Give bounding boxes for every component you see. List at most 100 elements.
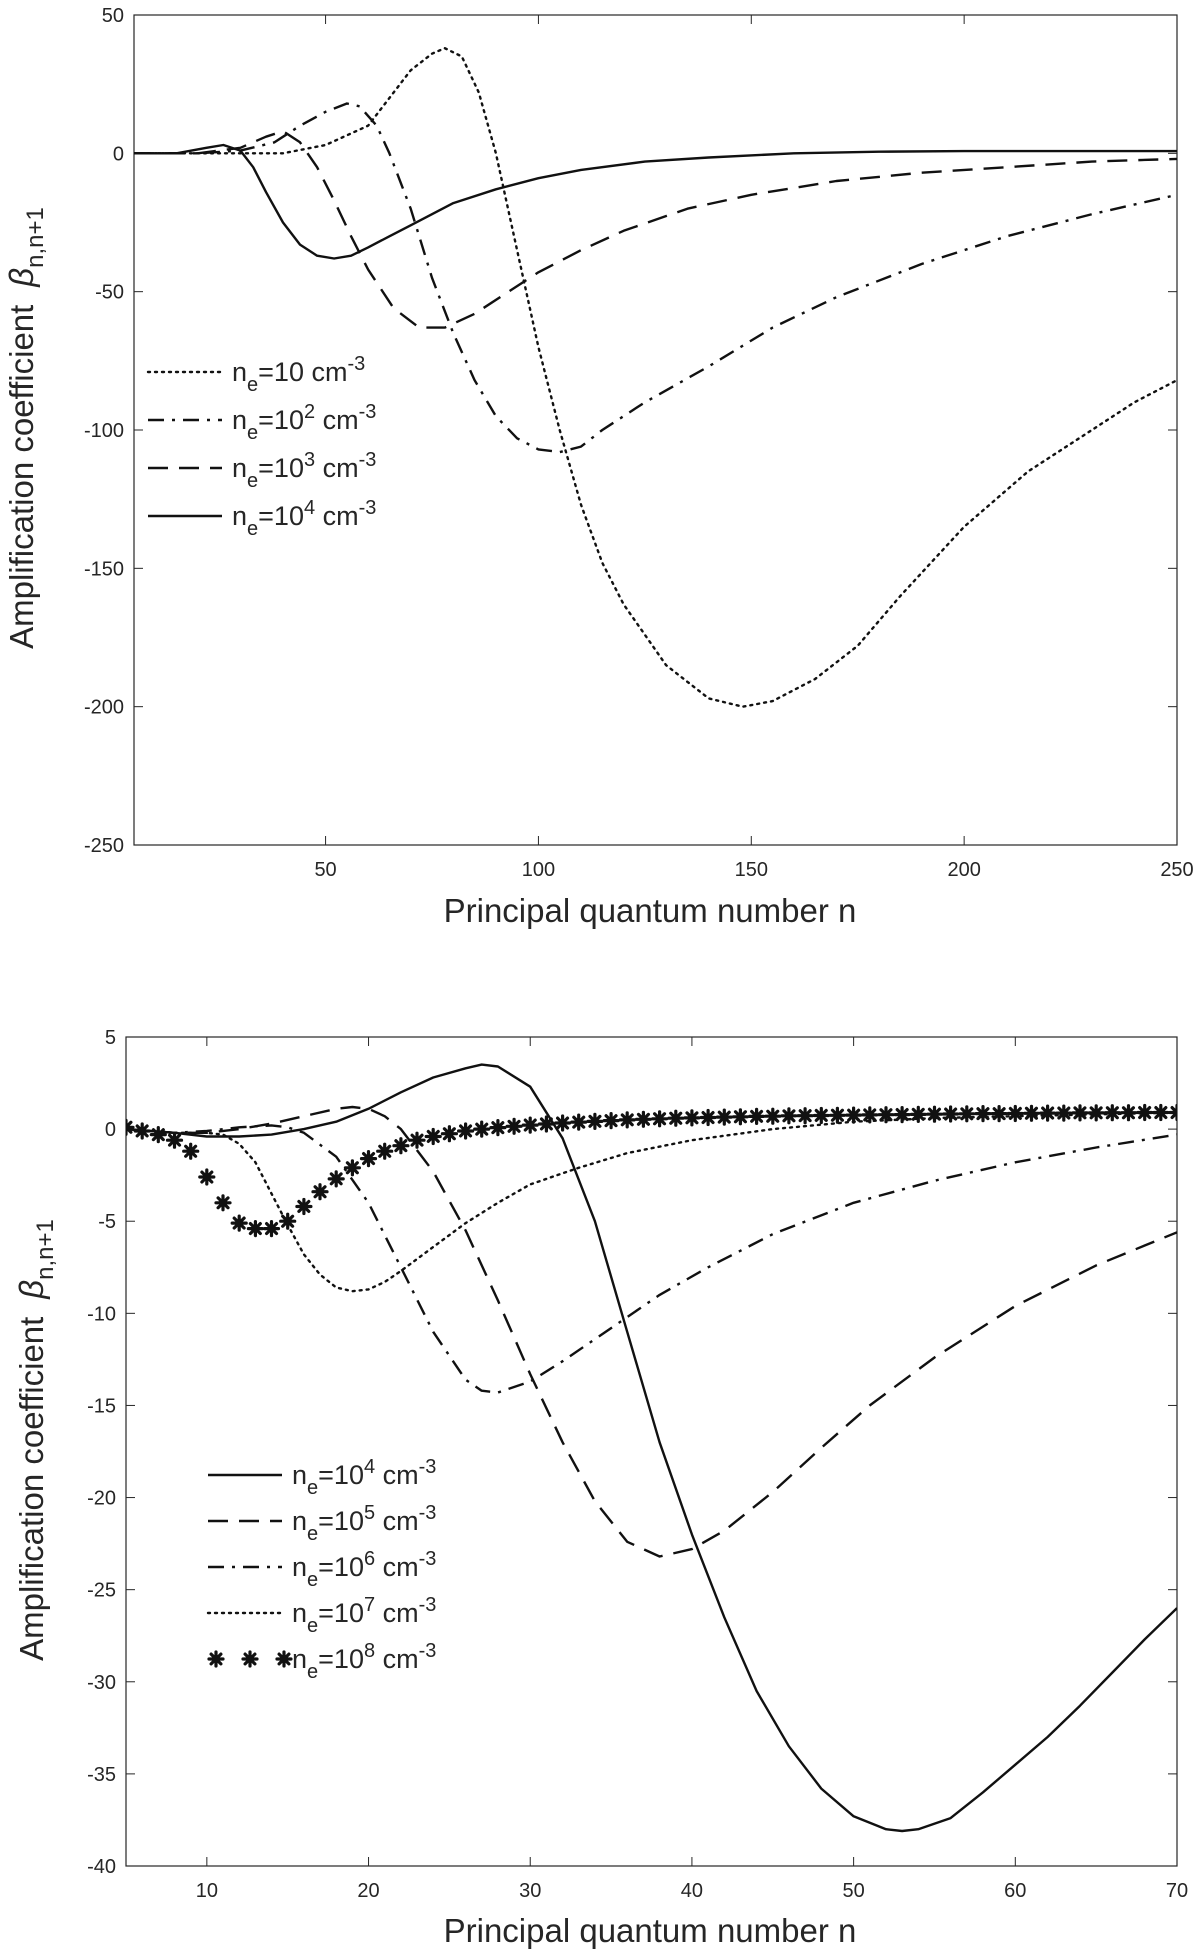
x-tick-label: 70	[1166, 1880, 1188, 1902]
y-axis-title-top: Amplification coefficientβn,n+1	[3, 207, 49, 649]
series-line-solid	[126, 1063, 1177, 1833]
star-marker	[359, 1150, 378, 1168]
star-marker	[990, 1105, 1008, 1123]
star-marker	[974, 1105, 992, 1123]
y-tick-label: -50	[95, 282, 124, 304]
star-marker	[1006, 1104, 1024, 1123]
series-line-dotted	[126, 1111, 1177, 1293]
star-marker	[149, 1126, 167, 1144]
star-marker	[699, 1108, 717, 1127]
legend-label: ne=10 cm-3	[232, 353, 365, 396]
star-marker	[133, 1122, 151, 1140]
x-axis-title-bottom: Principal quantum number n	[444, 1912, 857, 1949]
star-marker	[925, 1105, 944, 1123]
star-marker	[683, 1109, 701, 1127]
star-marker	[473, 1120, 491, 1138]
star-marker	[780, 1107, 798, 1125]
legend-label: ne=104 cm-3	[292, 1456, 436, 1499]
star-marker	[182, 1142, 200, 1160]
star-marker	[1103, 1104, 1121, 1122]
star-marker	[893, 1106, 911, 1124]
star-marker	[246, 1220, 264, 1238]
star-marker	[262, 1220, 281, 1238]
star-marker	[1039, 1104, 1057, 1122]
star-marker	[634, 1110, 652, 1128]
star-marker	[489, 1119, 507, 1137]
star-marker	[1136, 1103, 1154, 1122]
y-tick-label: -10	[87, 1303, 116, 1325]
x-tick-label: 50	[842, 1880, 864, 1902]
star-marker	[537, 1115, 555, 1133]
chart-top: 50 100 150 200 250 50 0 -50 -100 -150 -200 -250 ne=…	[3, 5, 1194, 929]
star-marker	[1152, 1103, 1170, 1122]
star-marker	[521, 1116, 539, 1134]
series-line-dashdot	[126, 1124, 1177, 1394]
star-marker	[667, 1109, 685, 1127]
y-axis-title-bottom: Amplification coefficientβn,n+1	[13, 1219, 59, 1661]
y-tick-label: -20	[87, 1488, 116, 1510]
legend-bottom: ne=104 cm-3ne=105 cm-3ne=106 cm-3ne=107 …	[206, 1456, 436, 1683]
legend-item: ne=107 cm-3	[206, 1594, 436, 1637]
series-line-dashdot	[134, 102, 1177, 454]
legend-top: ne=10 cm-3 ne=102 cm-3 ne=103 cm-3 ne=104 c…	[146, 353, 376, 540]
star-marker	[1168, 1103, 1177, 1122]
star-marker	[424, 1127, 442, 1146]
x-tick-label: 10	[196, 1880, 218, 1902]
star-marker	[279, 1212, 297, 1230]
star-marker	[408, 1131, 426, 1149]
star-marker	[440, 1125, 458, 1143]
legend-label: ne=108 cm-3	[292, 1640, 436, 1683]
series-bottom	[126, 1063, 1177, 1833]
legend-label: ne=107 cm-3	[292, 1594, 436, 1637]
y-tick-label: -150	[84, 558, 124, 580]
star-marker	[602, 1112, 620, 1130]
star-marker	[1087, 1104, 1105, 1122]
series-stars	[126, 1103, 1177, 1238]
star-marker	[165, 1131, 184, 1149]
x-tick-label: 250	[1160, 859, 1193, 881]
star-marker	[764, 1107, 782, 1125]
x-tick-label: 200	[947, 859, 980, 881]
star-marker	[343, 1159, 361, 1177]
y-tick-label: -200	[84, 697, 124, 719]
star-marker	[909, 1105, 927, 1123]
legend-label: ne=105 cm-3	[292, 1502, 436, 1545]
axes-box	[125, 1036, 1178, 1867]
x-tick-label: 30	[519, 1880, 541, 1902]
star-marker	[1055, 1104, 1073, 1122]
legend-item: ne=104 cm-3	[208, 1456, 436, 1499]
star-marker	[1022, 1104, 1041, 1122]
star-marker	[505, 1117, 523, 1135]
star-marker	[1119, 1104, 1138, 1122]
x-tick-label: 150	[735, 859, 768, 881]
star-marker	[214, 1194, 232, 1212]
star-marker	[327, 1170, 345, 1188]
series-line-dashed	[134, 130, 1177, 329]
star-marker	[877, 1106, 895, 1124]
legend-label: ne=102 cm-3	[232, 401, 376, 444]
star-marker	[230, 1214, 248, 1232]
star-marker	[295, 1197, 313, 1216]
legend-item: ne=104 cm-3	[148, 497, 376, 540]
legend-item: ne=103 cm-3	[148, 449, 376, 492]
star-marker	[376, 1142, 394, 1160]
series-line-dotted	[134, 47, 1177, 708]
star-marker	[748, 1107, 766, 1125]
star-marker	[392, 1137, 410, 1155]
y-tick-label: -35	[87, 1764, 116, 1786]
y-tick-label: -5	[98, 1211, 116, 1233]
star-marker	[812, 1106, 830, 1125]
legend-star-marker	[275, 1650, 293, 1668]
series-top	[134, 47, 1177, 708]
star-marker	[311, 1183, 329, 1201]
y-tick-label: -250	[84, 835, 124, 857]
star-marker	[570, 1113, 588, 1131]
star-marker	[845, 1106, 863, 1124]
star-marker	[731, 1108, 749, 1126]
legend-item: ne=106 cm-3	[208, 1548, 436, 1591]
star-marker	[651, 1110, 669, 1128]
legend-star-marker	[207, 1650, 225, 1668]
